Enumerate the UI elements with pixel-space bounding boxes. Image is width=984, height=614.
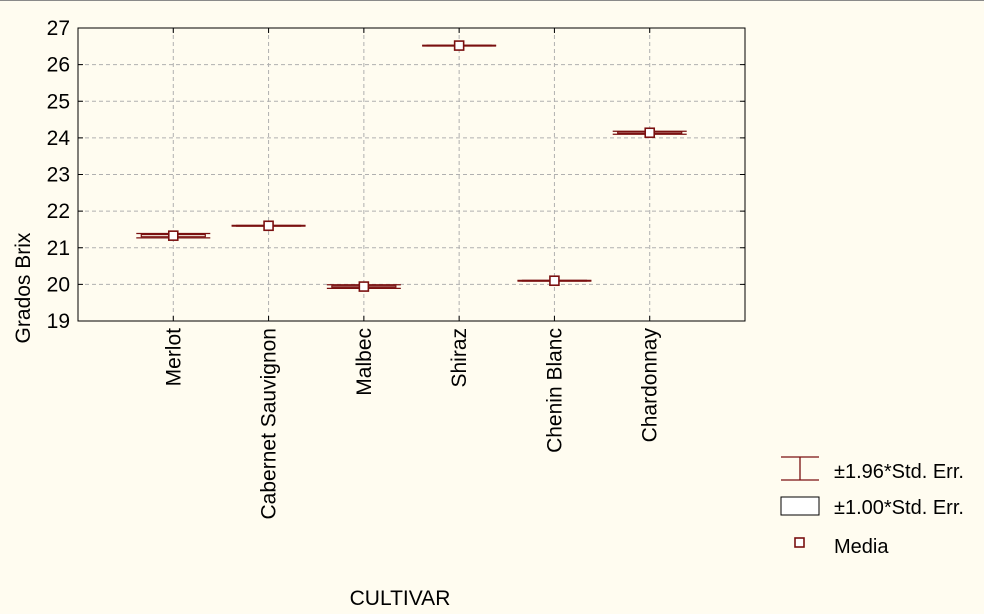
x-tick-label: Chardonnay [639,328,662,443]
x-tick-label: Chenin Blanc [543,328,566,453]
x-tick-label: Shiraz [448,328,471,388]
x-tick-label: Cabernet Sauvignon [258,328,281,519]
legend-se-symbol [780,496,820,516]
mean-marker [167,230,179,241]
y-tick-label: 27 [47,17,70,40]
y-tick-label: 21 [47,237,70,260]
y-tick-label: 23 [47,164,70,187]
x-axis: Merlot Cabernet Sauvignon Malbec Shiraz Chen… [162,28,662,519]
x-axis-title: CULTIVAR [350,587,451,610]
y-tick-label: 19 [47,310,70,333]
y-tick-label: 20 [47,273,70,296]
mean-marker [644,127,656,139]
legend-ci196-symbol [781,456,819,481]
mean-marker [358,281,370,292]
legend-mean-label: Media [834,536,889,558]
y-axis: 19 20 21 22 23 24 25 26 27 [47,17,745,333]
y-tick-label: 22 [47,200,70,223]
y-axis-title: Grados Brix [12,232,35,343]
grid [78,28,745,321]
y-tick-label: 26 [47,54,70,77]
y-tick-label: 25 [47,90,70,113]
legend-mean-symbol [794,537,805,548]
legend-se-label: ±1.00*Std. Err. [834,497,964,519]
mean-marker [263,220,274,232]
legend-ci196-label: ±1.96*Std. Err. [834,461,964,483]
y-tick-label: 24 [47,127,71,150]
x-tick-label: Merlot [162,328,185,387]
mean-marker [453,40,465,51]
data-marks [136,40,687,292]
legend: ±1.96*Std. Err. ±1.00*Std. Err. Media [780,456,964,558]
x-tick-label: Malbec [353,328,376,396]
mean-marker [549,275,560,287]
